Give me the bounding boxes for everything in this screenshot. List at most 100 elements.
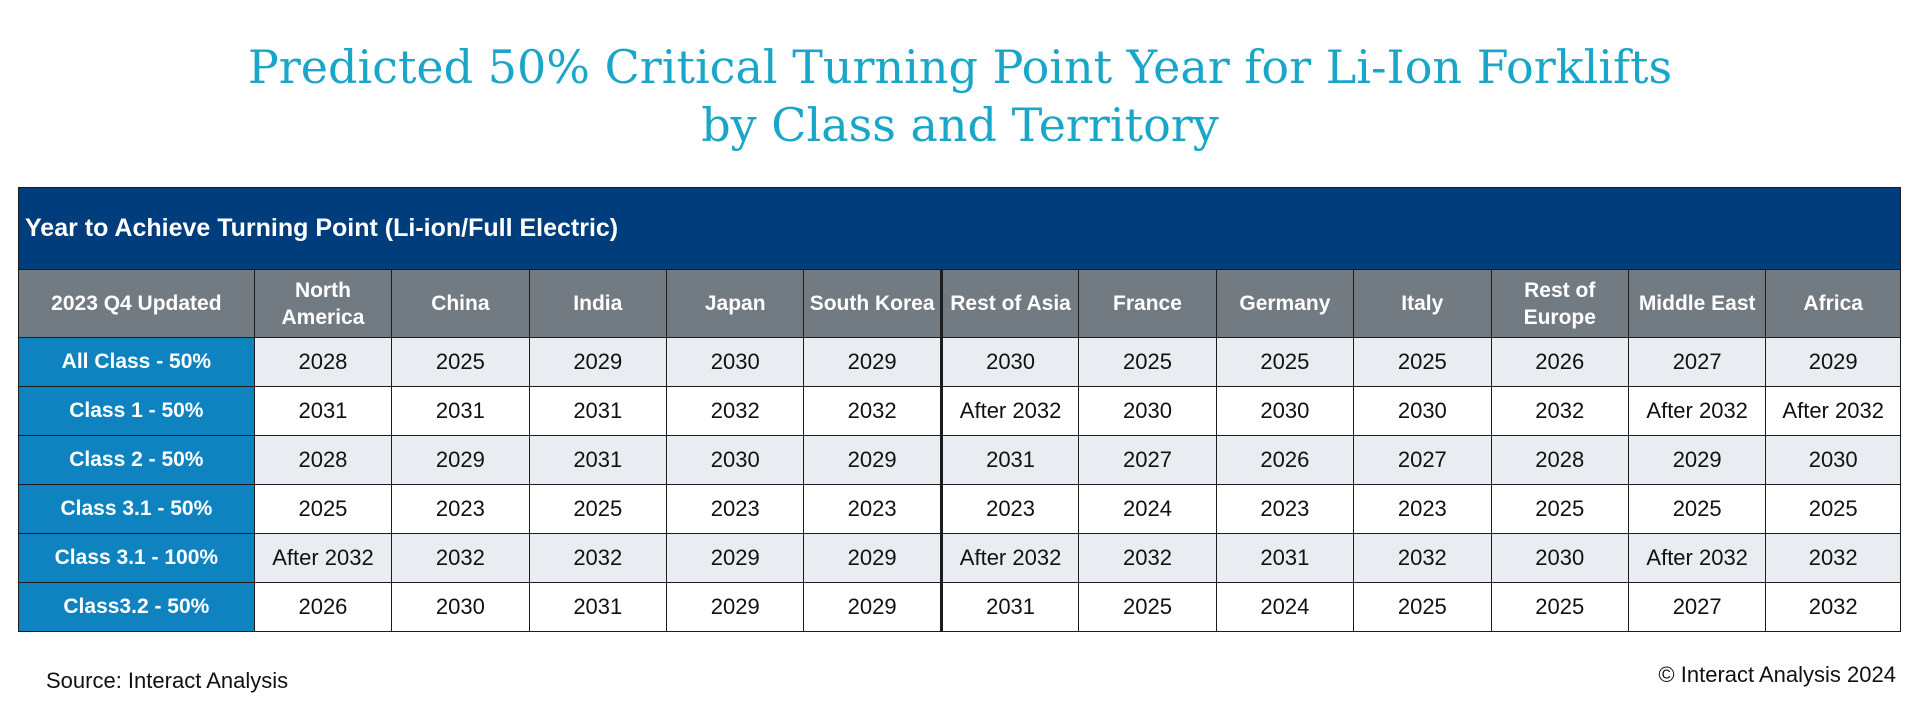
table-cell: 2031 [528,582,668,632]
table-cell: After 2032 [939,386,1080,436]
table-cell: 2024 [1078,484,1217,534]
table-cell: 2025 [528,484,668,534]
table-cell: 2025 [1490,582,1629,632]
table-cell: 2031 [939,582,1080,632]
row-label: All Class - 50% [18,337,255,387]
column-header: China [391,269,530,338]
table-row: Class 1 - 50% 2031 2031 2031 2032 2032 After 2… [18,386,1901,436]
table-cell: 2025 [1765,484,1901,534]
table-cell: 2025 [1490,484,1629,534]
column-header: Middle East [1627,269,1767,338]
column-header: France [1078,269,1217,338]
column-header: Rest of Asia [939,269,1080,338]
source-note: Source: Interact Analysis [46,668,289,693]
row-label: Class 2 - 50% [18,435,255,485]
table-cell: 2030 [1078,386,1217,436]
table-cell: 2029 [528,337,668,387]
copyright-note: © Interact Analysis 2024 [1658,662,1896,687]
table-cell: 2030 [1765,435,1901,485]
table-cell: 2032 [528,533,668,583]
table-cell: 2031 [939,435,1080,485]
chart-title-line-2: by Class and Territory [701,98,1219,152]
table-cell: 2027 [1078,435,1217,485]
column-header: India [528,269,668,338]
table-banner-row: Year to Achieve Turning Point (Li-ion/Fu… [18,187,1901,270]
table-cell: 2023 [391,484,530,534]
table-cell: 2025 [1078,582,1217,632]
table-cell: 2025 [1078,337,1217,387]
table-cell: 2031 [1215,533,1355,583]
table-cell: 2023 [665,484,805,534]
row-label: Class 1 - 50% [18,386,255,436]
table-cell: 2030 [939,337,1080,387]
table-cell: 2029 [391,435,530,485]
table-cell: 2032 [1765,582,1901,632]
table-cell: 2030 [1353,386,1492,436]
table-cell: 2029 [665,533,805,583]
table-cell: 2030 [391,582,530,632]
table-cell: 2023 [1353,484,1492,534]
table-banner: Year to Achieve Turning Point (Li-ion/Fu… [18,187,1901,270]
table-cell: 2026 [1215,435,1355,485]
table-row: Class 3.1 - 50% 2025 2023 2025 2023 2023 2023 2… [18,484,1901,534]
table-cell: 2029 [803,582,942,632]
table-cell: 2029 [803,533,942,583]
table-cell: 2023 [1215,484,1355,534]
table-cell: 2032 [1490,386,1629,436]
row-label: Class3.2 - 50% [18,582,255,632]
table-cell: 2027 [1627,337,1767,387]
table-header-row: 2023 Q4 Updated North America China India J… [18,269,1901,338]
turning-point-table: Year to Achieve Turning Point (Li-ion/Fu… [18,187,1901,632]
table-cell: 2032 [803,386,942,436]
column-header: Italy [1353,269,1492,338]
table-cell: 2026 [253,582,393,632]
table-cell: 2027 [1353,435,1492,485]
table-cell: 2032 [1765,533,1901,583]
table-cell: 2032 [391,533,530,583]
column-header: Germany [1215,269,1355,338]
table-cell: 2029 [803,337,942,387]
table-cell: 2030 [1490,533,1629,583]
column-header: Africa [1765,269,1901,338]
table-cell: 2030 [665,337,805,387]
table-cell: After 2032 [1627,386,1767,436]
table-cell: 2024 [1215,582,1355,632]
table-row: Class 2 - 50% 2028 2029 2031 2030 2029 2031 202… [18,435,1901,485]
table-cell: 2029 [803,435,942,485]
table-cell: 2031 [528,386,668,436]
row-label: Class 3.1 - 50% [18,484,255,534]
table-cell: 2030 [665,435,805,485]
column-header: North America [253,269,393,338]
column-header: Japan [665,269,805,338]
row-label: Class 3.1 - 100% [18,533,255,583]
chart-title: Predicted 50% Critical Turning Point Yea… [0,38,1920,154]
column-header: South Korea [803,269,942,338]
table-cell: After 2032 [1627,533,1767,583]
table-cell: 2023 [939,484,1080,534]
table-cell: 2030 [1215,386,1355,436]
corner-label: 2023 Q4 Updated [18,269,255,338]
turning-point-table-container: Year to Achieve Turning Point (Li-ion/Fu… [18,187,1901,632]
table-cell: 2025 [1215,337,1355,387]
column-header: Rest of Europe [1490,269,1629,338]
table-cell: 2029 [1627,435,1767,485]
table-row: All Class - 50% 2028 2025 2029 2030 2029 2030 2… [18,337,1901,387]
table-cell: 2028 [253,337,393,387]
table-cell: After 2032 [939,533,1080,583]
table-cell: 2026 [1490,337,1629,387]
table-cell: 2031 [253,386,393,436]
table-row: Class 3.1 - 100% After 2032 2032 2032 2029 20… [18,533,1901,583]
table-cell: 2025 [1353,582,1492,632]
table-cell: 2027 [1627,582,1767,632]
table-cell: 2031 [391,386,530,436]
chart-title-line-1: Predicted 50% Critical Turning Point Yea… [247,40,1673,94]
table-cell: 2029 [1765,337,1901,387]
table-cell: 2023 [803,484,942,534]
table-cell: 2029 [665,582,805,632]
table-cell: 2028 [1490,435,1629,485]
table-cell: 2028 [253,435,393,485]
table-cell: 2025 [391,337,530,387]
table-cell: After 2032 [1765,386,1901,436]
table-cell: 2032 [665,386,805,436]
table-cell: 2025 [1627,484,1767,534]
